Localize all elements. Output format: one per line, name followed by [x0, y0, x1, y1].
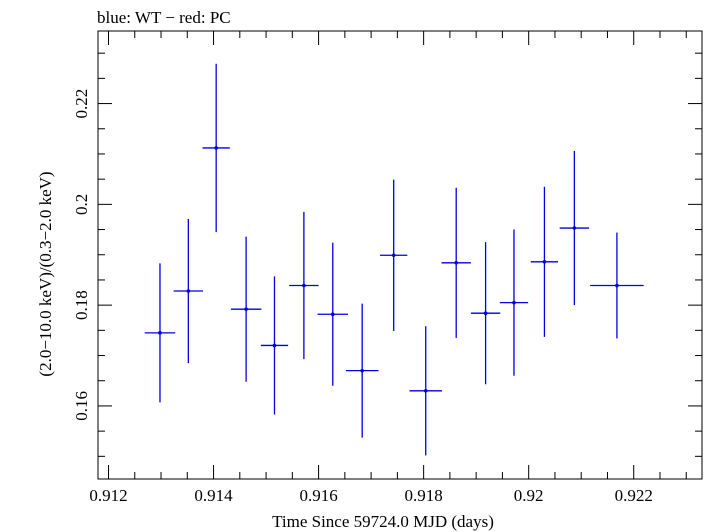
data-point — [173, 218, 204, 364]
data-point — [530, 186, 559, 337]
point-marker — [454, 261, 458, 265]
point-marker — [302, 283, 306, 288]
data-point — [559, 150, 590, 306]
x-tick-label: 0.922 — [615, 486, 653, 505]
y-tick-label: 0.22 — [72, 89, 91, 119]
point-marker — [214, 146, 218, 150]
y-axis-label: (2.0−10.0 keV)/(0.3−2.0 keV) — [36, 171, 55, 376]
point-marker — [483, 311, 488, 316]
point-marker — [186, 289, 191, 293]
data-point — [590, 232, 644, 339]
point-marker — [542, 260, 547, 264]
data-point — [289, 211, 319, 360]
point-marker — [615, 283, 619, 288]
data-point — [409, 326, 443, 456]
point-marker — [272, 343, 277, 348]
data-point — [230, 236, 262, 382]
chart-title: blue: WT − red: PC — [97, 8, 231, 27]
y-tick-label: 0.2 — [72, 194, 91, 215]
data-point — [345, 303, 379, 438]
y-tick-label: 0.16 — [72, 391, 91, 421]
point-marker — [391, 253, 396, 258]
data-point — [380, 179, 408, 331]
point-marker — [423, 389, 428, 393]
point-marker — [244, 307, 248, 311]
x-axis-label: Time Since 59724.0 MJD (days) — [272, 512, 494, 531]
point-marker — [158, 331, 162, 335]
data-point — [317, 242, 349, 386]
data-point — [202, 63, 230, 233]
x-tick-label: 0.912 — [89, 486, 127, 505]
y-axis: 0.16 0.18 0.2 0.22 — [72, 52, 702, 457]
data-point — [260, 276, 289, 415]
x-tick-label: 0.918 — [405, 486, 443, 505]
data-series — [144, 63, 644, 456]
data-point — [499, 229, 529, 376]
data-point — [144, 263, 176, 403]
x-tick-label: 0.914 — [194, 486, 233, 505]
data-point — [470, 242, 501, 385]
point-marker — [512, 300, 516, 305]
x-tick-label: 0.916 — [299, 486, 337, 505]
point-marker — [572, 226, 577, 230]
y-tick-label: 0.18 — [72, 290, 91, 320]
x-axis: 0.912 0.914 0.916 0.918 0.92 0.922 — [89, 31, 687, 505]
data-point — [441, 187, 471, 338]
point-marker — [360, 368, 364, 373]
x-tick-label: 0.92 — [514, 486, 544, 505]
point-marker — [330, 312, 335, 317]
